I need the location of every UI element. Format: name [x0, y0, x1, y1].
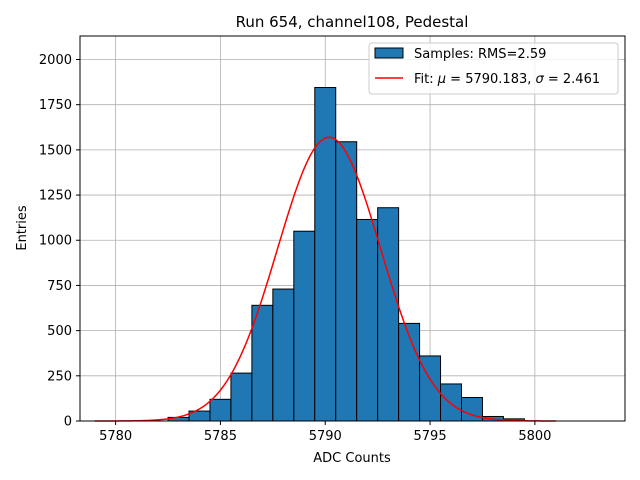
- histogram-bar: [335, 141, 358, 422]
- histogram-bar: [251, 304, 274, 422]
- plot-frame: [79, 35, 626, 422]
- y-axis-label: Entries: [15, 205, 30, 251]
- x-tick-label: 5800: [518, 429, 551, 444]
- histogram-bar: [293, 230, 316, 422]
- y-tick-label: 500: [47, 324, 72, 339]
- y-tick-label: 1500: [39, 143, 72, 158]
- legend-box: [368, 42, 619, 95]
- legend: Samples: RMS=2.59 Fit: μ = 5790.183, σ =…: [368, 42, 619, 95]
- legend-label-samples: Samples: RMS=2.59: [414, 47, 546, 62]
- y-tick-label: 2000: [39, 53, 72, 68]
- histogram-bars: [167, 87, 525, 422]
- x-tick-label: 5795: [414, 429, 447, 444]
- y-tick-label: 0: [64, 415, 72, 430]
- y-tick-label: 250: [47, 369, 72, 384]
- legend-swatch-samples: [374, 47, 404, 59]
- x-tick-label: 5780: [99, 429, 132, 444]
- histogram-bar: [440, 383, 462, 422]
- histogram-bar: [209, 398, 232, 422]
- x-axis-label: ADC Counts: [313, 451, 391, 466]
- x-tick-label: 5785: [204, 429, 237, 444]
- x-tick-label: 5790: [309, 429, 342, 444]
- histogram-bar: [272, 288, 295, 422]
- fit-curve: [94, 136, 556, 422]
- legend-label-fit: Fit: μ = 5790.183, σ = 2.461: [414, 72, 600, 87]
- y-tick-label: 750: [47, 279, 72, 294]
- y-tick-label: 1750: [39, 98, 72, 113]
- y-tick-label: 1000: [39, 234, 72, 249]
- y-axis-ticks: 0 250 500 750 1000 1250 1500 1750 2000: [39, 53, 80, 430]
- y-tick-label: 1250: [39, 189, 72, 204]
- histogram-bar: [398, 322, 421, 422]
- histogram-bar: [377, 207, 400, 422]
- histogram-bar: [230, 372, 253, 422]
- x-axis-ticks: 5780 5785 5790 5795 5800: [99, 421, 551, 444]
- histogram-bar: [356, 218, 379, 422]
- chart-title: Run 654, channel108, Pedestal: [236, 13, 469, 31]
